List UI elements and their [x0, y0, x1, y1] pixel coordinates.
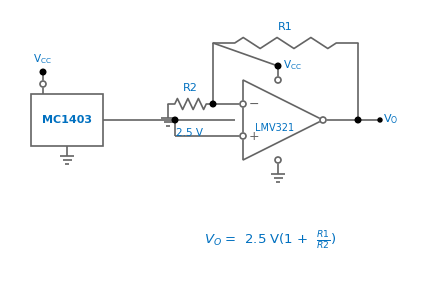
Text: MC1403: MC1403 [42, 115, 92, 125]
Text: 2.5 V: 2.5 V [176, 128, 203, 138]
Text: $V_O$ =  2.5 V(1 +  $\frac{R1}{R2}$): $V_O$ = 2.5 V(1 + $\frac{R1}{R2}$) [204, 230, 336, 252]
Text: +: + [249, 130, 259, 143]
Circle shape [40, 81, 46, 87]
Text: V$_{\mathsf{CC}}$: V$_{\mathsf{CC}}$ [33, 52, 52, 66]
Circle shape [275, 63, 281, 69]
Circle shape [320, 117, 326, 123]
Circle shape [240, 101, 246, 107]
Text: LMV321: LMV321 [255, 123, 295, 133]
Circle shape [378, 118, 382, 122]
Circle shape [275, 157, 281, 163]
Text: −: − [249, 98, 259, 110]
Text: R2: R2 [183, 83, 198, 93]
Circle shape [210, 101, 216, 107]
Circle shape [275, 77, 281, 83]
Circle shape [172, 117, 178, 123]
Text: V$_{\mathsf{CC}}$: V$_{\mathsf{CC}}$ [283, 58, 302, 72]
Bar [31, 94, 103, 146]
Circle shape [240, 133, 246, 139]
Text: V$_{\mathsf{O}}$: V$_{\mathsf{O}}$ [383, 112, 398, 126]
Circle shape [355, 117, 361, 123]
Circle shape [40, 69, 46, 75]
Text: R1: R1 [278, 22, 293, 32]
